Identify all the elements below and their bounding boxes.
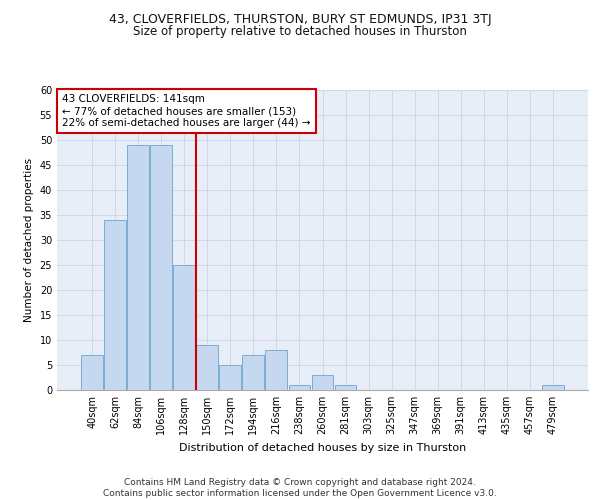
Text: Size of property relative to detached houses in Thurston: Size of property relative to detached ho… xyxy=(133,25,467,38)
Bar xyxy=(335,385,356,390)
Bar xyxy=(265,350,287,390)
Bar xyxy=(196,345,218,390)
Text: 43 CLOVERFIELDS: 141sqm
← 77% of detached houses are smaller (153)
22% of semi-d: 43 CLOVERFIELDS: 141sqm ← 77% of detache… xyxy=(62,94,311,128)
Bar xyxy=(127,145,149,390)
Bar xyxy=(220,365,241,390)
Bar xyxy=(81,355,103,390)
X-axis label: Distribution of detached houses by size in Thurston: Distribution of detached houses by size … xyxy=(179,442,466,452)
Bar xyxy=(173,265,195,390)
Bar xyxy=(150,145,172,390)
Text: 43, CLOVERFIELDS, THURSTON, BURY ST EDMUNDS, IP31 3TJ: 43, CLOVERFIELDS, THURSTON, BURY ST EDMU… xyxy=(109,12,491,26)
Bar xyxy=(242,355,265,390)
Bar xyxy=(104,220,126,390)
Bar xyxy=(311,375,334,390)
Bar xyxy=(542,385,564,390)
Y-axis label: Number of detached properties: Number of detached properties xyxy=(24,158,34,322)
Text: Contains HM Land Registry data © Crown copyright and database right 2024.
Contai: Contains HM Land Registry data © Crown c… xyxy=(103,478,497,498)
Bar xyxy=(289,385,310,390)
